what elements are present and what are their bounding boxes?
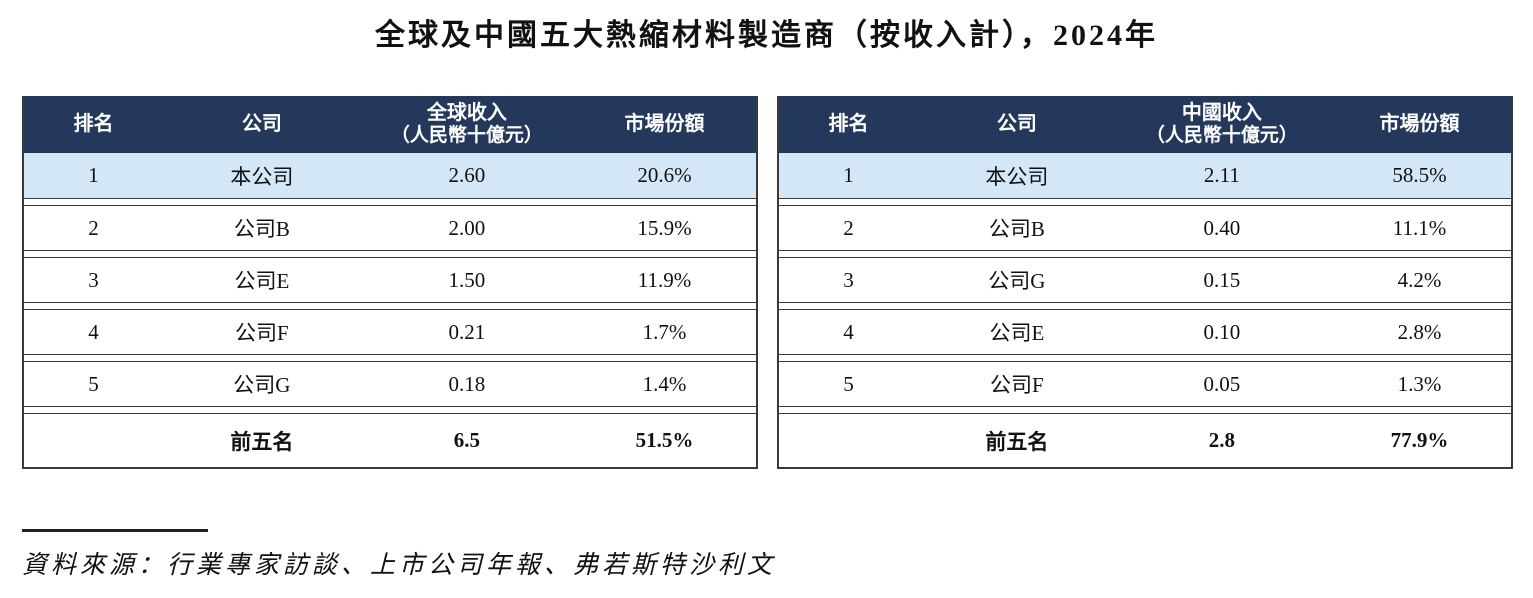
table-cell: 5	[843, 371, 854, 396]
header-cell: 市場份額	[1328, 113, 1511, 136]
header-cell-label: 市場份額	[1379, 113, 1460, 135]
table-cell: 1	[88, 163, 99, 187]
table-cell: 2.60	[448, 163, 486, 187]
table-cell: 1.50	[448, 267, 486, 292]
table-cell: 公司G	[988, 269, 1046, 293]
header-cell: 排名	[779, 113, 918, 136]
table-cell: 本公司	[230, 164, 294, 189]
header-cell-label: 公司	[241, 113, 282, 135]
header-cell: 公司	[163, 113, 361, 136]
header-cell: 排名	[24, 113, 163, 136]
table-cell: 0.05	[1203, 371, 1241, 396]
table-cell: 公司E	[234, 269, 290, 293]
table-cell: 0.10	[1203, 319, 1241, 344]
total-row: 前五名 6.5 51.5%	[24, 413, 756, 469]
table-cell: 公司B	[233, 217, 290, 241]
table-cell: 本公司	[985, 164, 1049, 189]
table-cell: 20.6%	[637, 163, 692, 187]
total-cell: 前五名	[985, 429, 1049, 454]
table-row: 4 公司F 0.21 1.7%	[24, 309, 756, 355]
footnote: 資料來源：行業專家訪談、上市公司年報、弗若斯特沙利文	[22, 529, 1533, 581]
table-cell: 2.11	[1203, 163, 1240, 187]
header-cell: 全球收入 （人民幣十億元）	[361, 102, 573, 147]
table-header-row: 排名 公司 全球收入 （人民幣十億元） 市場份額	[24, 96, 756, 153]
table-cell: 公司G	[233, 373, 291, 397]
header-cell-label: 排名	[73, 113, 114, 135]
table-cell: 1.3%	[1397, 371, 1442, 396]
table-cell: 公司F	[990, 373, 1044, 397]
table-cell: 1.7%	[642, 319, 687, 344]
table-cell: 2	[843, 215, 854, 240]
table-header-row: 排名 公司 中國收入 （人民幣十億元） 市場份額	[779, 96, 1511, 153]
table-row: 2 公司B 2.00 15.9%	[24, 205, 756, 251]
table-cell: 4.2%	[1397, 267, 1442, 292]
header-cell-label: 市場份額	[624, 113, 705, 135]
table-cell: 2.8%	[1397, 319, 1442, 344]
header-cell: 中國收入 （人民幣十億元）	[1116, 102, 1328, 147]
table-row: 5 公司F 0.05 1.3%	[779, 361, 1511, 407]
footnote-rule	[22, 529, 208, 532]
table-cell: 11.9%	[637, 267, 692, 292]
page: 全球及中國五大熱縮材料製造商（按收入計），2024年 排名 公司 全球收入 （人民幣十…	[0, 10, 1533, 581]
table-cell: 0.40	[1203, 215, 1241, 240]
table-row: 3 公司G 0.15 4.2%	[779, 257, 1511, 303]
total-cell: 51.5%	[635, 428, 694, 452]
table-cell: 58.5%	[1392, 163, 1447, 187]
table-cell: 15.9%	[637, 215, 692, 240]
table-cell: 2	[88, 215, 99, 240]
total-cell: 前五名	[230, 429, 294, 454]
table-cell: 公司E	[989, 321, 1045, 345]
header-cell-label: 排名	[828, 113, 869, 135]
header-cell: 市場份額	[573, 113, 756, 136]
highlight-row: 1 本公司 2.11 58.5%	[779, 153, 1511, 199]
table-cell: 公司B	[988, 217, 1045, 241]
total-cell: 77.9%	[1390, 428, 1449, 452]
source-text: 資料來源：行業專家訪談、上市公司年報、弗若斯特沙利文	[22, 552, 777, 579]
table-cell: 5	[88, 371, 99, 396]
table-cell: 4	[843, 319, 854, 344]
global-ranking-table: 排名 公司 全球收入 （人民幣十億元） 市場份額 1 本公司 2.60 20.6% 2 公司B 2.0…	[22, 96, 758, 469]
total-row: 前五名 2.8 77.9%	[779, 413, 1511, 469]
table-cell: 11.1%	[1392, 215, 1447, 240]
header-cell-label: 中國收入	[1181, 102, 1262, 125]
total-cell: 2.8	[1208, 428, 1235, 452]
table-row: 5 公司G 0.18 1.4%	[24, 361, 756, 407]
table-cell: 1.4%	[642, 371, 687, 396]
table-cell: 3	[843, 267, 854, 292]
table-cell: 0.18	[448, 371, 486, 396]
header-cell-subline: （人民幣十億元）	[390, 125, 543, 147]
tables-container: 排名 公司 全球收入 （人民幣十億元） 市場份額 1 本公司 2.60 20.6% 2 公司B 2.0…	[22, 96, 1513, 469]
china-ranking-table: 排名 公司 中國收入 （人民幣十億元） 市場份額 1 本公司 2.11 58.5% 2 公司B 0.4…	[777, 96, 1513, 469]
header-cell-subline: （人民幣十億元）	[1145, 125, 1298, 147]
table-cell: 1	[843, 163, 854, 187]
header-cell-label: 公司	[996, 113, 1037, 135]
table-cell: 0.21	[448, 319, 486, 344]
table-cell: 3	[88, 267, 99, 292]
header-cell: 公司	[918, 113, 1116, 136]
highlight-row: 1 本公司 2.60 20.6%	[24, 153, 756, 199]
table-cell: 4	[88, 319, 99, 344]
table-cell: 2.00	[448, 215, 486, 240]
table-row: 2 公司B 0.40 11.1%	[779, 205, 1511, 251]
page-title: 全球及中國五大熱縮材料製造商（按收入計），2024年	[375, 19, 1158, 52]
table-cell: 公司F	[235, 321, 289, 345]
total-cell: 6.5	[453, 428, 480, 452]
table-row: 4 公司E 0.10 2.8%	[779, 309, 1511, 355]
header-cell-label: 全球收入	[426, 102, 507, 125]
table-cell: 0.15	[1203, 267, 1241, 292]
table-row: 3 公司E 1.50 11.9%	[24, 257, 756, 303]
